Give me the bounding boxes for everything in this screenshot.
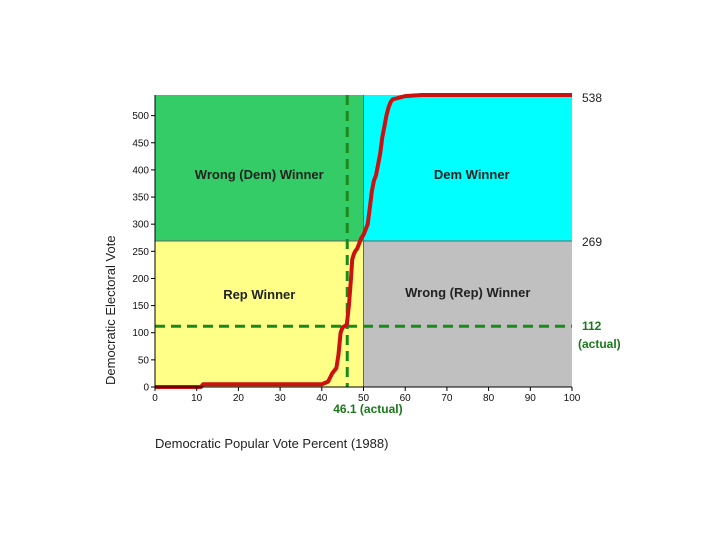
x-tick-label: 20 [233,393,245,404]
x-tick-label: 80 [483,393,495,404]
quadrant-label-wrong-dem: Wrong (Dem) Winner [195,167,324,182]
y-tick-label: 200 [132,274,149,285]
quadrant-label-dem-winner: Dem Winner [434,167,510,182]
quadrant-rep-winner [155,241,364,387]
y-tick-label: 50 [138,355,150,366]
y-axis-title: Democratic Electoral Vote [103,235,118,385]
x-tick-label: 30 [275,393,287,404]
y-tick-label: 0 [143,383,149,394]
label-actual-electoral-sub: (actual) [578,337,621,351]
label-actual-popular: 46.1 (actual) [333,402,402,416]
x-tick-label: 10 [191,393,203,404]
x-tick-label: 40 [316,393,328,404]
series-line-0 [155,93,572,389]
quadrant-label-rep-winner: Rep Winner [223,287,295,302]
label-actual-electoral: 112 [582,319,602,333]
y-tick-label: 450 [132,138,149,149]
x-tick-label: 90 [525,393,537,404]
y-tick-label: 150 [132,301,149,312]
x-tick-label: 0 [152,393,158,404]
quadrant-dem-winner [363,95,572,241]
y-tick-label: 250 [132,247,149,258]
y-tick-label: 300 [132,220,149,231]
y-tick-label: 500 [132,111,149,122]
label-majority-electoral: 269 [582,235,602,249]
quadrant-wrong-rep [363,241,572,387]
y-tick-label: 100 [132,328,149,339]
y-tick-label: 350 [132,193,149,204]
label-total-electoral: 538 [582,91,602,105]
x-tick-label: 100 [564,393,581,404]
x-tick-label: 60 [400,393,412,404]
y-tick-label: 400 [132,165,149,176]
x-tick-label: 50 [358,393,370,404]
quadrant-wrong-dem [155,95,364,241]
x-tick-label: 70 [441,393,453,404]
x-axis-title: Democratic Popular Vote Percent (1988) [155,436,388,451]
quadrant-label-wrong-rep: Wrong (Rep) Winner [405,285,530,300]
